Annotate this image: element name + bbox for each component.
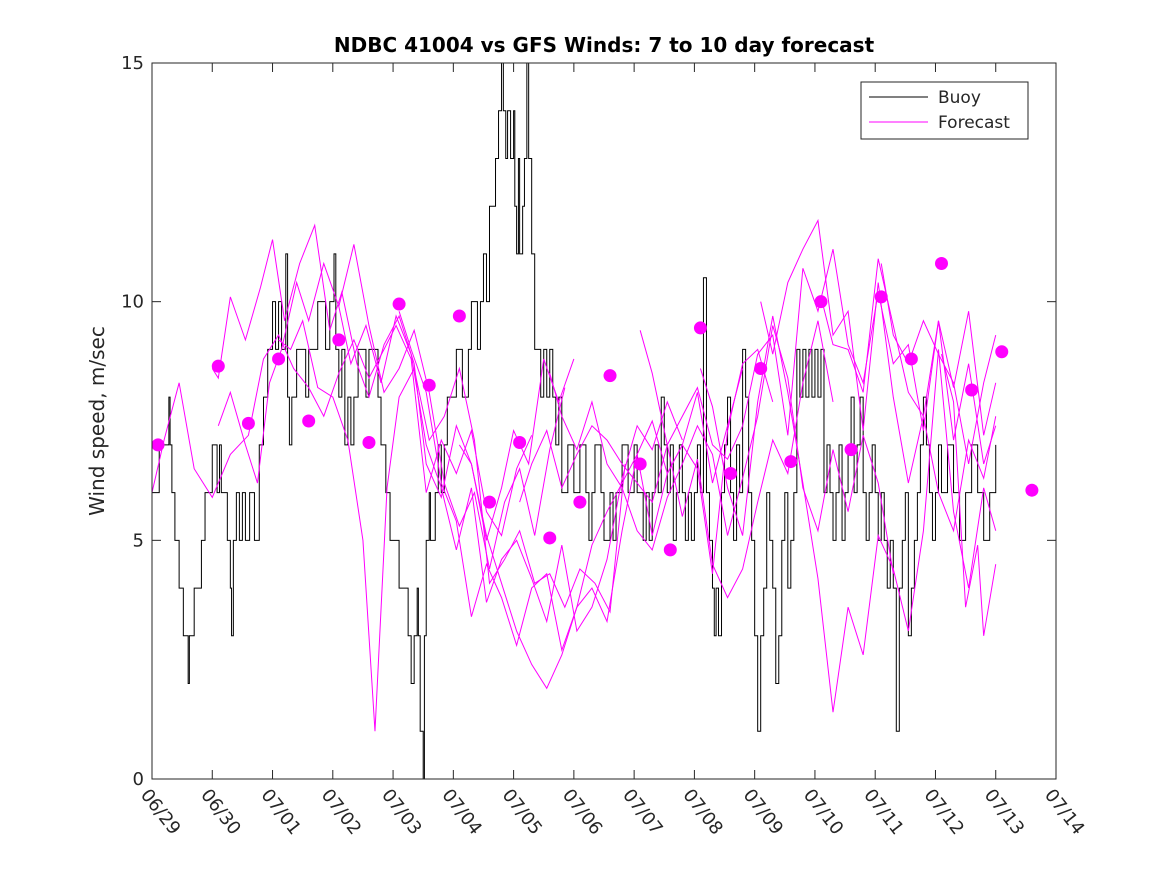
forecast-marker-1 (152, 438, 165, 452)
forecast-marker-21 (784, 455, 798, 469)
y-tick-label-10: 10 (121, 292, 144, 313)
forecast-line-3 (217, 244, 566, 570)
forecast-marker-11 (482, 495, 496, 509)
forecast-line-2 (211, 223, 575, 541)
forecast-line-14 (880, 263, 997, 465)
axes-box (151, 62, 1057, 780)
forecast-marker-25 (904, 352, 918, 366)
forecast-line-9 (549, 325, 894, 574)
forecast-marker-9 (422, 378, 436, 392)
forecast-marker-24 (874, 290, 888, 304)
forecast-marker-2 (211, 359, 225, 373)
forecast-marker-3 (241, 416, 255, 430)
legend-box (860, 81, 1029, 140)
forecast-marker-18 (693, 321, 707, 335)
forecast-marker-28 (995, 345, 1009, 359)
forecast-marker-13 (543, 531, 557, 545)
forecast-marker-7 (362, 435, 376, 449)
forecast-line-4 (278, 319, 626, 732)
forecast-marker-5 (302, 414, 316, 428)
forecast-marker-26 (934, 256, 948, 270)
forecast-marker-27 (965, 383, 979, 397)
forecast-marker-23 (844, 443, 858, 457)
y-tick-label-5: 5 (133, 530, 144, 551)
plot-area (152, 63, 1039, 779)
forecast-line-15 (941, 354, 997, 636)
chart-title: NDBC 41004 vs GFS Winds: 7 to 10 day for… (334, 33, 875, 57)
forecast-marker-12 (513, 435, 527, 449)
forecast-marker-22 (814, 295, 828, 309)
forecast-marker-20 (754, 361, 768, 375)
legend-buoy-label: Buoy (938, 88, 981, 108)
forecast-line-7 (458, 348, 774, 690)
forecast-marker-4 (272, 352, 286, 366)
forecast-line-12 (760, 218, 997, 533)
forecast-marker-15 (603, 369, 617, 383)
forecast-line-5 (338, 306, 683, 633)
forecast-marker-19 (724, 467, 738, 481)
forecast-line-1 (152, 324, 533, 537)
forecast-line-13 (820, 258, 997, 465)
forecast-marker-17 (663, 543, 677, 557)
forecast-marker-29 (1025, 483, 1039, 497)
buoy-series (152, 63, 997, 779)
legend: Buoy Forecast (860, 81, 1029, 140)
legend-forecast-label: Forecast (938, 113, 1010, 133)
y-tick-label-15: 15 (121, 53, 144, 74)
forecast-marker-6 (332, 333, 346, 347)
forecast-marker-16 (633, 457, 647, 471)
forecast-marker-10 (452, 309, 466, 323)
y-axis-label: Wind speed, m/sec (85, 326, 109, 516)
forecast-line-6 (398, 311, 744, 653)
forecast-marker-8 (392, 297, 406, 311)
y-tick-label-0: 0 (133, 769, 144, 790)
forecast-marker-14 (573, 495, 587, 509)
forecast-line-11 (699, 315, 997, 713)
